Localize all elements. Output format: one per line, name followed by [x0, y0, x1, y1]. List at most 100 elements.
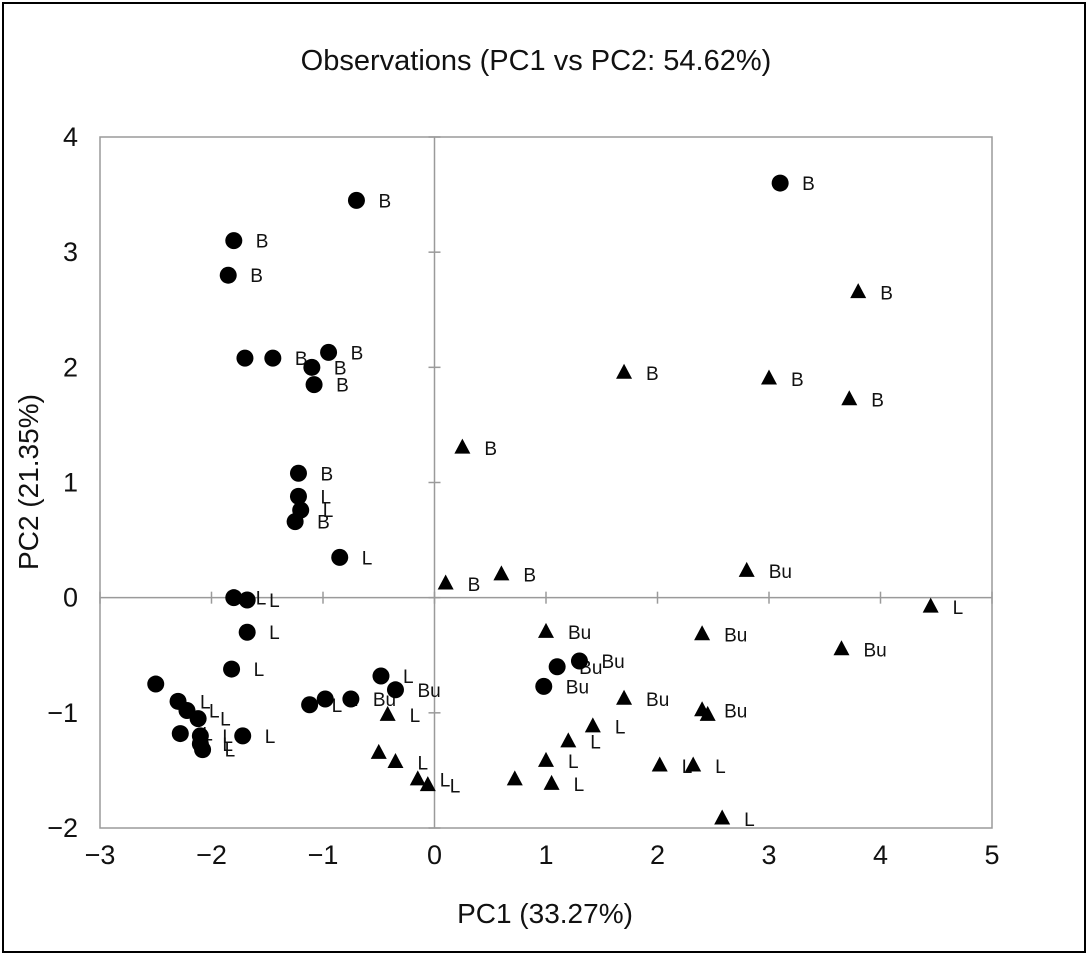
- circle-point: [264, 349, 282, 367]
- triangle-point: [841, 390, 858, 406]
- triangle-point: [370, 743, 387, 759]
- point-label: L: [332, 696, 343, 717]
- x-axis-title: PC1 (33.27%): [457, 898, 633, 929]
- plot-area: −3−2−1012345−2−101234BBBBBBBBBLLBLBLLLLL…: [47, 122, 999, 870]
- point-label: B: [317, 513, 330, 534]
- point-label: Bu: [724, 702, 747, 723]
- point-label: B: [256, 232, 269, 253]
- point-label: L: [265, 727, 276, 748]
- y-tick-label: 3: [63, 237, 78, 267]
- circle-point: [147, 675, 165, 693]
- x-tick-label: 3: [761, 840, 776, 870]
- point-label: B: [880, 283, 893, 304]
- point-label: L: [269, 623, 280, 644]
- triangle-point: [584, 717, 601, 733]
- triangle-point: [850, 283, 867, 299]
- circle-point: [289, 464, 307, 482]
- plot-border: [99, 136, 993, 829]
- triangle-point: [694, 625, 711, 641]
- circle-point: [331, 548, 349, 566]
- point-label: L: [440, 771, 451, 792]
- triangle-point: [543, 774, 560, 790]
- point-label: B: [484, 439, 497, 460]
- circle-point: [535, 677, 553, 695]
- triangle-point: [437, 574, 454, 590]
- triangle-point: [738, 561, 755, 577]
- triangle-point: [833, 640, 850, 656]
- triangle-point: [538, 622, 554, 638]
- y-tick-label: 4: [63, 122, 78, 152]
- point-label: L: [254, 660, 265, 681]
- circle-point: [386, 681, 404, 699]
- point-label: L: [222, 735, 233, 756]
- circle-point: [771, 174, 789, 192]
- circle-point: [225, 589, 243, 607]
- point-label: B: [320, 464, 333, 485]
- y-tick-label: 2: [63, 352, 78, 382]
- point-label: Bu: [769, 562, 792, 583]
- point-label: B: [334, 358, 347, 379]
- y-tick-label: 1: [63, 468, 78, 498]
- triangle-point: [761, 369, 777, 385]
- point-label: L: [320, 487, 331, 508]
- point-label: L: [220, 710, 231, 731]
- triangle-point: [387, 753, 404, 769]
- circle-point: [171, 725, 189, 743]
- point-label: B: [871, 391, 884, 412]
- point-label: L: [953, 598, 964, 619]
- point-label: L: [744, 810, 755, 831]
- point-label: L: [209, 702, 220, 723]
- point-label: B: [802, 174, 815, 195]
- point-label: L: [568, 752, 579, 773]
- x-tick-label: 4: [873, 840, 888, 870]
- triangle-point: [685, 756, 702, 772]
- triangle-point: [379, 705, 396, 721]
- point-label: L: [323, 501, 334, 522]
- point-label: B: [336, 376, 349, 397]
- x-tick-label: −2: [196, 840, 227, 870]
- circle-point: [234, 727, 252, 745]
- point-label: L: [200, 692, 211, 713]
- triangle-point: [560, 732, 577, 748]
- triangle-point: [493, 565, 510, 581]
- point-label: Bu: [724, 626, 747, 647]
- circle-point: [303, 358, 321, 376]
- point-label: B: [378, 191, 391, 212]
- circle-point: [225, 232, 243, 250]
- point-label: B: [250, 266, 263, 287]
- x-tick-label: 0: [427, 840, 442, 870]
- point-label: L: [269, 591, 280, 612]
- point-label: Bu: [417, 681, 440, 702]
- point-label: L: [615, 718, 626, 739]
- y-tick-label: 0: [63, 583, 78, 613]
- circle-point: [548, 658, 566, 676]
- point-label: L: [256, 589, 267, 610]
- point-label: B: [468, 575, 481, 596]
- circle-point: [194, 741, 212, 759]
- x-tick-label: −1: [308, 840, 339, 870]
- circle-point: [286, 513, 304, 531]
- point-label: L: [362, 548, 373, 569]
- circle-point: [236, 349, 254, 367]
- x-tick-label: 1: [538, 840, 553, 870]
- circle-point: [347, 191, 365, 209]
- point-label: B: [791, 370, 804, 391]
- triangle-point: [419, 776, 436, 792]
- triangle-point: [616, 689, 633, 705]
- circle-point: [342, 690, 360, 708]
- point-label: B: [523, 566, 536, 587]
- point-label: L: [222, 727, 233, 748]
- point-label: Bu: [566, 677, 589, 698]
- point-label: L: [450, 776, 461, 797]
- triangle-point: [538, 751, 554, 767]
- circle-point: [289, 487, 307, 505]
- circle-point: [305, 376, 323, 394]
- x-tick-label: −3: [85, 840, 116, 870]
- point-label: Bu: [568, 623, 591, 644]
- chart-title: Observations (PC1 vs PC2: 54.62%): [301, 45, 772, 77]
- circle-point: [570, 652, 588, 670]
- point-label: B: [646, 364, 659, 385]
- point-label: L: [590, 733, 601, 754]
- triangle-point: [506, 770, 523, 786]
